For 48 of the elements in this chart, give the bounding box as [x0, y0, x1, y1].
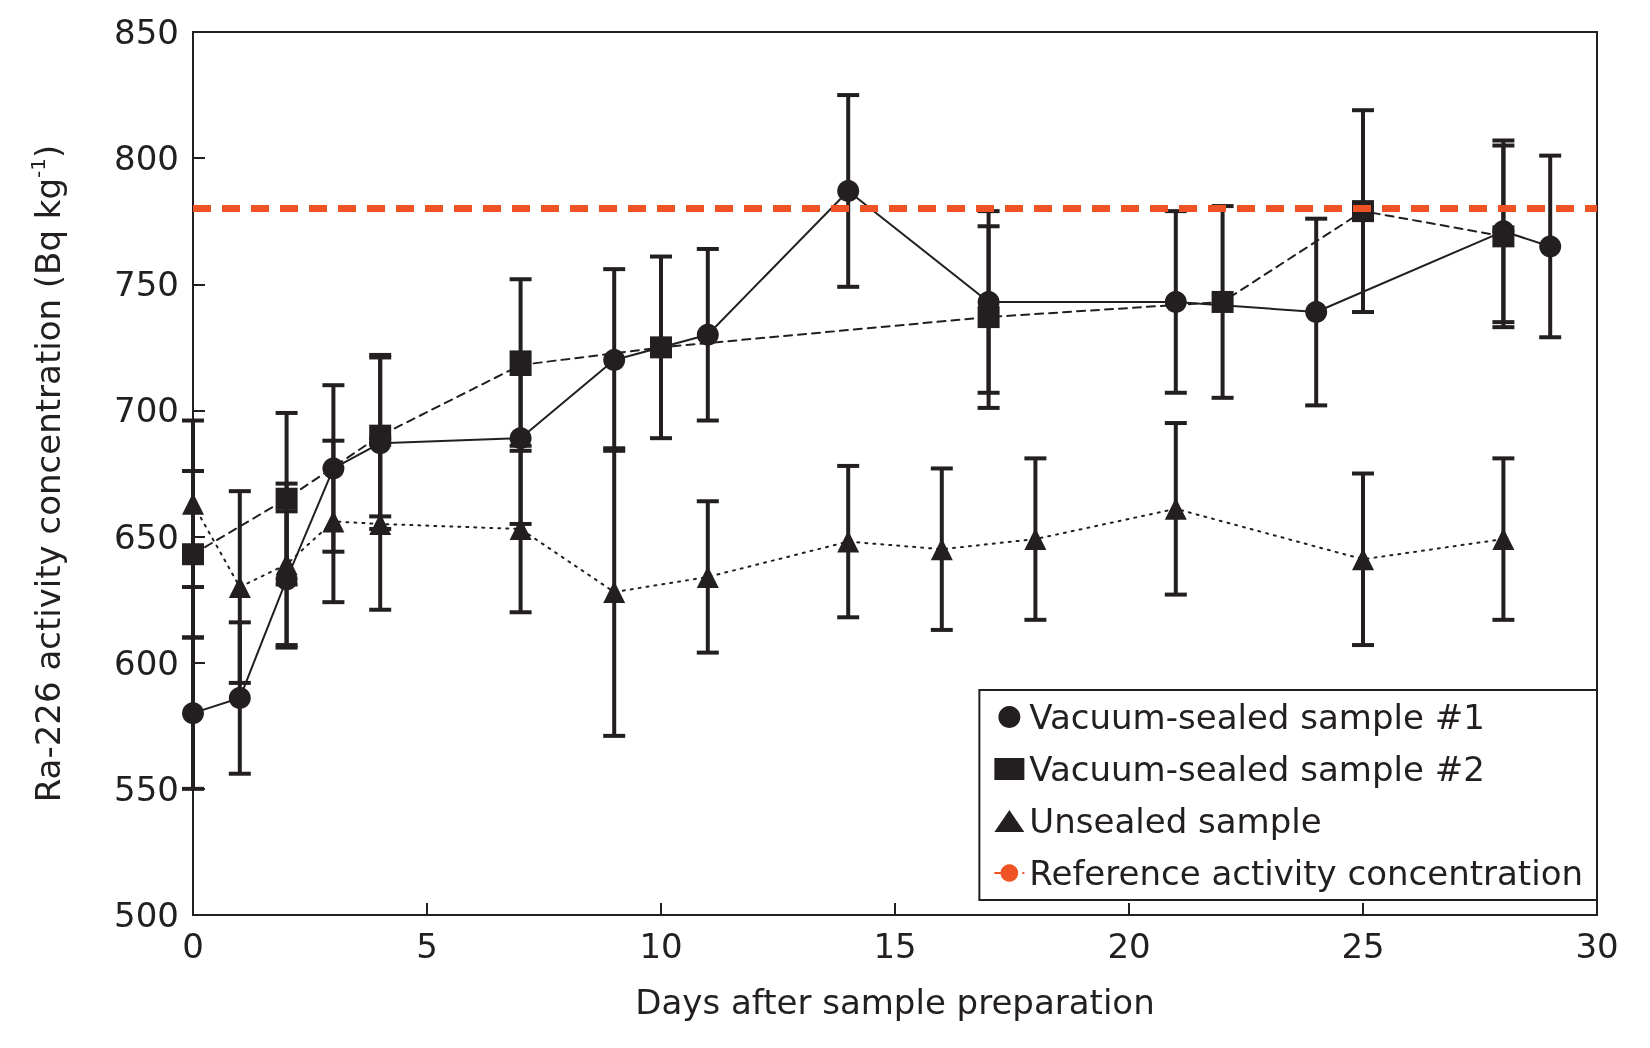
point	[1305, 301, 1328, 324]
y-tick-label: 550	[114, 768, 179, 809]
point	[1164, 497, 1187, 520]
y-tick-label: 850	[114, 12, 179, 52]
point	[1024, 528, 1047, 551]
point	[603, 581, 626, 604]
y-tick-label: 650	[114, 516, 179, 557]
point	[182, 702, 204, 725]
point	[650, 336, 672, 359]
y-tick-label: 800	[114, 138, 179, 179]
x-tick-label: 20	[1107, 926, 1151, 966]
y-tick-label: 500	[114, 895, 179, 935]
x-tick-label: 0	[182, 926, 204, 966]
x-tick-label: 30	[1575, 926, 1619, 966]
y-tick-label: 750	[114, 264, 179, 305]
point	[369, 424, 392, 447]
x-tick-label: 15	[873, 926, 917, 966]
point	[837, 530, 860, 553]
x-tick-label: 10	[639, 926, 683, 966]
point	[603, 348, 626, 371]
legend-label: Vacuum-sealed sample #2	[1029, 749, 1485, 789]
point	[228, 576, 251, 599]
point	[228, 687, 251, 710]
point	[509, 518, 532, 540]
legend-label: Unsealed sample	[1029, 801, 1322, 841]
point	[275, 487, 298, 510]
point	[696, 323, 719, 346]
point	[322, 510, 345, 533]
point	[977, 306, 1000, 329]
x-tick-label: 25	[1341, 926, 1385, 966]
point	[322, 457, 345, 480]
x-axis-title: Days after sample preparation	[635, 982, 1155, 1022]
x-tick-label: 5	[416, 926, 438, 966]
point	[1539, 235, 1562, 258]
point	[509, 354, 532, 377]
point	[1492, 225, 1515, 248]
y-axis-title: Ra-226 activity concentration (Bq kg-1)	[26, 144, 68, 803]
point	[837, 179, 860, 202]
point	[1211, 290, 1234, 313]
legend-label: Vacuum-sealed sample #1	[1029, 697, 1485, 737]
point	[182, 543, 204, 566]
y-tick-label: 700	[114, 390, 179, 431]
legend-label: Reference activity concentration	[1029, 853, 1584, 893]
point	[930, 538, 953, 561]
point	[1492, 528, 1515, 551]
point	[1164, 290, 1187, 313]
point	[509, 427, 532, 450]
y-tick-label: 600	[114, 642, 179, 683]
